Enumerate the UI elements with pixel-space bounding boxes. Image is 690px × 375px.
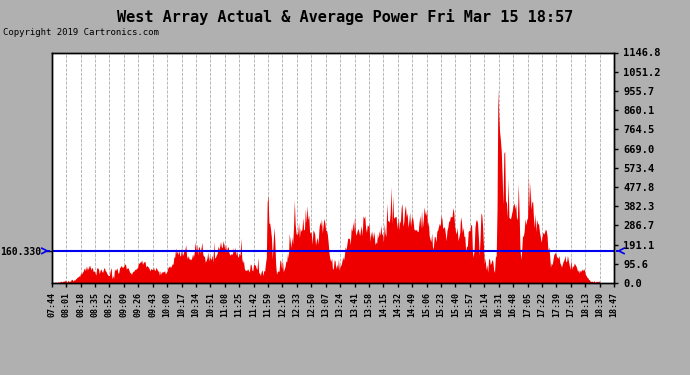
Text: Copyright 2019 Cartronics.com: Copyright 2019 Cartronics.com — [3, 28, 159, 37]
Text: West Array Actual & Average Power Fri Mar 15 18:57: West Array Actual & Average Power Fri Ma… — [117, 9, 573, 26]
